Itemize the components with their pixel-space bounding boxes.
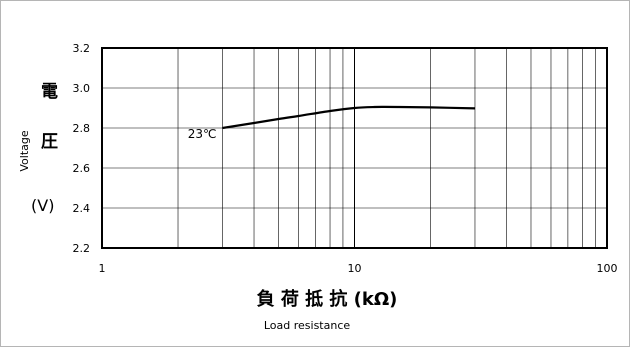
- series-layer: 23℃: [188, 105, 476, 141]
- y-tick-label: 2.4: [73, 202, 91, 215]
- y-axis-label-en: Voltage: [18, 130, 31, 171]
- plot-area-border: [101, 47, 608, 249]
- x-axis-label-en: Load resistance: [264, 319, 351, 332]
- y-tick-label: 3.0: [73, 82, 91, 95]
- y-tick-label: 2.8: [73, 122, 91, 135]
- y-axis-label-unit: (V): [31, 196, 54, 215]
- y-tick-label: 2.2: [73, 242, 91, 255]
- x-tick-label: 10: [348, 262, 362, 275]
- x-tick-labels: 1 10 100: [99, 262, 618, 275]
- x-tick-label: 100: [597, 262, 618, 275]
- series-label: 23℃: [188, 127, 217, 141]
- x-axis-label-jp: 負 荷 抵 抗 (kΩ): [257, 288, 398, 310]
- y-tick-label: 2.6: [73, 162, 91, 175]
- x-tick-label: 1: [99, 262, 106, 275]
- grid: [102, 48, 607, 248]
- series-line: [222, 105, 476, 130]
- y-tick-labels: 2.2 2.4 2.6 2.8 3.0 3.2: [73, 42, 91, 255]
- y-tick-label: 3.2: [73, 42, 91, 55]
- y-axis-label-jp-1: 電: [41, 82, 58, 102]
- y-axis-label-jp-2: 圧: [41, 132, 58, 152]
